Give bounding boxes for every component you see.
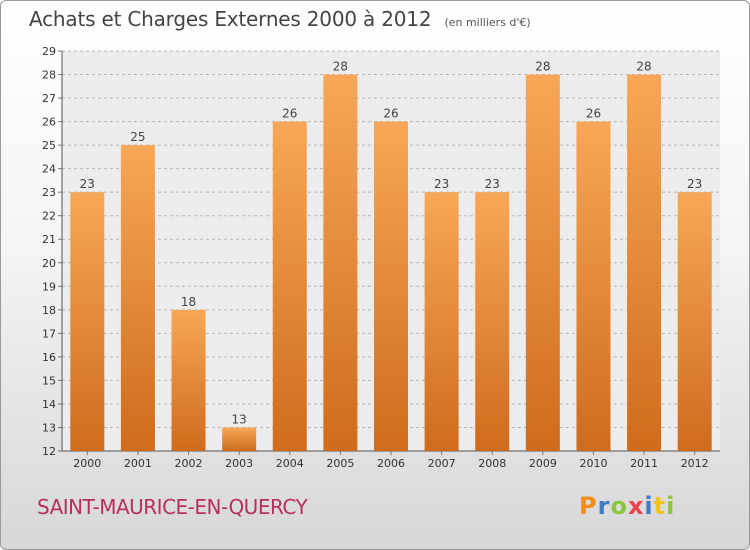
x-tick-label: 2008: [478, 457, 506, 470]
logo-letter: i: [644, 492, 654, 520]
y-tick-label: 24: [42, 163, 56, 176]
data-label: 25: [130, 130, 145, 144]
y-tick-label: 29: [42, 45, 56, 58]
bar: [424, 192, 459, 452]
x-tick-label: 2005: [326, 457, 354, 470]
data-label: 26: [383, 107, 398, 121]
x-tick-label: 2000: [73, 457, 101, 470]
chart-unit: (en milliers d'€): [444, 16, 531, 29]
data-label: 23: [434, 177, 449, 191]
logo-letter: i: [666, 492, 676, 520]
y-tick-label: 22: [42, 210, 56, 223]
data-label: 23: [80, 177, 95, 191]
logo-letter: P: [579, 492, 598, 520]
y-tick-label: 21: [42, 233, 56, 246]
y-tick-label: 18: [42, 304, 56, 317]
x-tick-label: 2004: [276, 457, 304, 470]
y-tick-label: 20: [42, 257, 56, 270]
logo-letter: r: [597, 492, 611, 520]
place-name: SAINT-MAURICE-EN-QUERCY: [37, 495, 308, 519]
y-tick-label: 25: [42, 139, 56, 152]
bar: [323, 74, 358, 451]
bar: [677, 192, 712, 452]
bar: [475, 192, 510, 452]
x-tick-label: 2003: [225, 457, 253, 470]
y-tick-label: 17: [42, 327, 56, 340]
title-row: Achats et Charges Externes 2000 à 2012 (…: [29, 7, 531, 31]
data-label: 23: [485, 177, 500, 191]
x-tick-label: 2009: [529, 457, 557, 470]
data-label: 13: [232, 412, 247, 426]
y-tick-label: 15: [42, 374, 56, 387]
x-tick-label: 2006: [377, 457, 405, 470]
x-tick-label: 2012: [681, 457, 709, 470]
y-tick-label: 19: [42, 280, 56, 293]
x-tick-label: 2010: [579, 457, 607, 470]
y-tick-label: 12: [42, 445, 56, 458]
x-tick-label: 2011: [630, 457, 658, 470]
x-tick-label: 2001: [124, 457, 152, 470]
bar: [171, 309, 206, 451]
y-tick-label: 23: [42, 186, 56, 199]
bar: [525, 74, 560, 451]
data-label: 26: [282, 107, 297, 121]
data-label: 26: [586, 107, 601, 121]
y-tick-label: 26: [42, 116, 56, 129]
bar: [70, 192, 105, 452]
logo-letter: o: [610, 492, 628, 520]
y-tick-label: 28: [42, 69, 56, 82]
bar: [627, 74, 662, 451]
y-tick-label: 27: [42, 92, 56, 105]
y-tick-label: 14: [42, 398, 56, 411]
data-label: 28: [333, 60, 348, 74]
logo-letter: t: [653, 492, 667, 520]
bar: [272, 121, 307, 452]
x-tick-label: 2002: [175, 457, 203, 470]
bar: [120, 145, 155, 451]
bar: [374, 121, 408, 452]
data-label: 28: [636, 60, 651, 74]
y-tick-label: 13: [42, 421, 56, 434]
bar: [222, 427, 257, 451]
proxiti-logo[interactable]: Proxiti: [579, 492, 675, 520]
data-label: 18: [181, 295, 196, 309]
bar: [576, 121, 611, 452]
chart-title: Achats et Charges Externes 2000 à 2012: [29, 7, 432, 31]
data-label: 28: [535, 60, 550, 74]
y-tick-label: 16: [42, 351, 56, 364]
data-label: 23: [687, 177, 702, 191]
logo-letter: x: [627, 492, 645, 520]
x-tick-label: 2007: [428, 457, 456, 470]
